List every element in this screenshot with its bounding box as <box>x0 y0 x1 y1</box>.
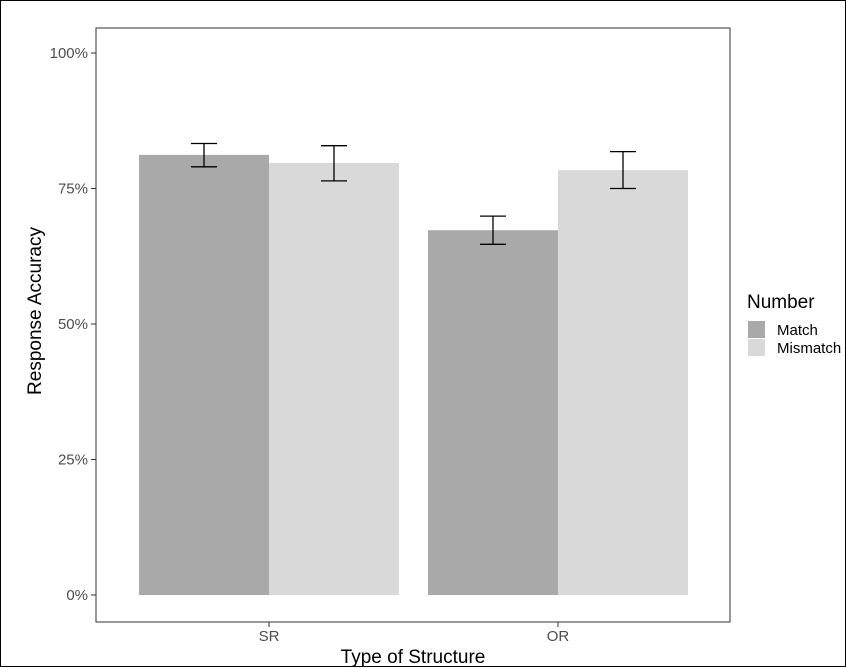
bar-or-mismatch <box>558 170 688 595</box>
bar-sr-match <box>139 154 269 595</box>
y-tick-label: 0% <box>66 587 88 604</box>
x-axis: SR OR <box>259 622 570 645</box>
error-bar-or-match <box>480 215 506 245</box>
error-bar-or-mismatch <box>610 150 636 190</box>
y-axis: 0% 25% 50% 75% 100% <box>50 45 96 604</box>
bars <box>139 154 688 595</box>
legend-key-mismatch <box>748 339 765 356</box>
error-bars <box>191 142 636 245</box>
y-tick-label: 50% <box>58 316 88 333</box>
legend-label-match: Match <box>777 322 818 339</box>
x-tick-label: SR <box>259 628 280 645</box>
y-axis-title: Response Accuracy <box>25 227 46 395</box>
y-tick-label: 75% <box>58 181 88 198</box>
x-tick-label: OR <box>547 628 570 645</box>
x-axis-title: Type of Structure <box>341 647 486 668</box>
legend-title: Number <box>747 292 815 313</box>
error-bar-sr-mismatch <box>321 145 347 182</box>
y-tick-label: 100% <box>50 45 88 62</box>
bar-sr-mismatch <box>269 163 399 595</box>
error-bar-sr-match <box>191 142 217 168</box>
legend-key-match <box>748 321 765 338</box>
legend-label-mismatch: Mismatch <box>777 340 841 357</box>
y-tick-label: 25% <box>58 452 88 469</box>
bar-or-match <box>428 230 558 595</box>
